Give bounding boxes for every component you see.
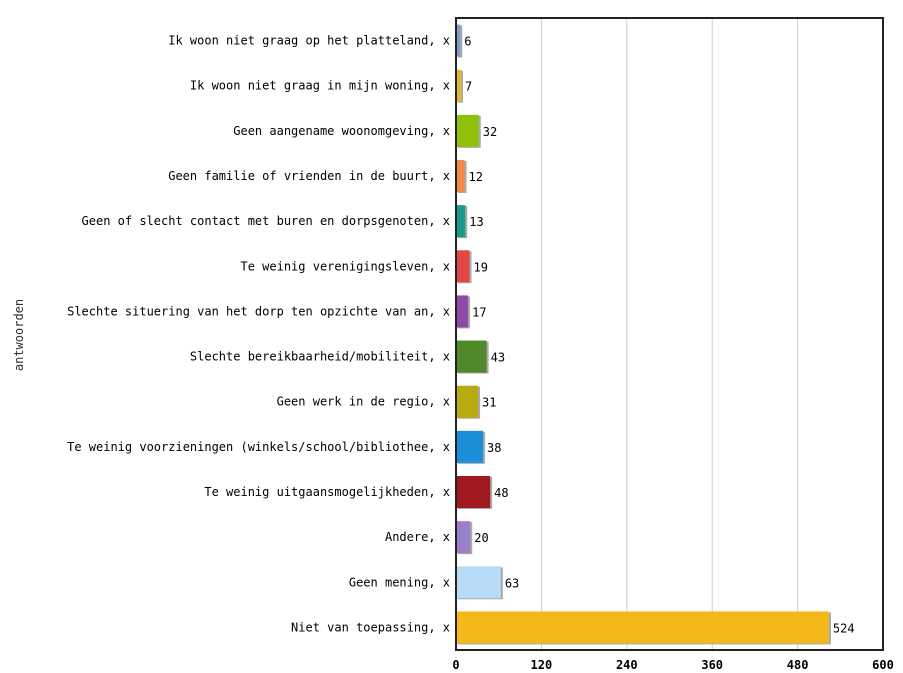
category-label: Geen werk in de regio, x — [277, 395, 450, 409]
bar — [456, 24, 461, 57]
plot-area-frame — [455, 17, 884, 651]
data-label: 32 — [483, 125, 497, 139]
data-label: 6 — [464, 35, 471, 49]
x-tick-label: 0 — [452, 658, 459, 672]
bar — [456, 205, 466, 238]
category-label: Geen aangename woonomgeving, x — [233, 124, 450, 138]
category-label: Te weinig verenigingsleven, x — [240, 259, 450, 273]
bar — [456, 295, 469, 328]
bar — [456, 69, 461, 102]
category-label: Geen familie of vrienden in de buurt, x — [168, 169, 450, 183]
data-label: 17 — [472, 305, 486, 319]
category-label: Niet van toepassing, x — [291, 620, 450, 634]
data-label: 19 — [474, 260, 488, 274]
x-tick-label: 360 — [701, 658, 723, 672]
x-tick-label: 600 — [872, 658, 894, 672]
data-label: 48 — [494, 486, 508, 500]
value-labels: 6 7 32 12 13 19 17 43 31 38 48 20 63 524 — [464, 35, 854, 636]
category-label: Ik woon niet graag op het platteland, x — [168, 34, 450, 48]
data-label: 31 — [482, 396, 496, 410]
data-label: 524 — [833, 621, 855, 635]
x-tick-label: 120 — [531, 658, 553, 672]
bar — [456, 566, 501, 599]
data-label: 7 — [465, 80, 472, 94]
data-label: 43 — [491, 351, 505, 365]
category-label: Te weinig voorzieningen (winkels/school/… — [67, 440, 450, 454]
category-label: Slechte situering van het dorp ten opzic… — [67, 304, 450, 318]
category-label: Andere, x — [385, 530, 450, 544]
category-label: Te weinig uitgaansmogelijkheden, x — [204, 485, 450, 499]
category-label: Slechte bereikbaarheid/mobiliteit, x — [190, 350, 450, 364]
y-axis-title: antwoorden — [12, 299, 26, 371]
bar — [456, 430, 484, 463]
category-label: Geen of slecht contact met buren en dorp… — [82, 214, 450, 228]
data-label: 20 — [474, 531, 488, 545]
data-label: 13 — [469, 215, 483, 229]
bar — [456, 340, 487, 373]
bar — [456, 250, 470, 283]
x-tick-label: 240 — [616, 658, 638, 672]
bars — [456, 24, 831, 645]
bar — [456, 476, 491, 508]
bar — [456, 160, 465, 192]
data-label: 38 — [487, 441, 501, 455]
category-label: Ik woon niet graag in mijn woning, x — [190, 79, 450, 93]
gridlines — [540, 18, 799, 650]
bar — [456, 385, 479, 418]
x-tick-label: 480 — [787, 658, 809, 672]
bar — [456, 114, 479, 147]
data-label: 63 — [505, 576, 519, 590]
x-axis-ticks: 0 120 240 360 480 600 — [452, 658, 893, 672]
bar — [456, 521, 471, 554]
category-label: Geen mening, x — [349, 575, 450, 589]
category-labels: Ik woon niet graag op het platteland, x I… — [67, 34, 450, 635]
data-label: 12 — [469, 170, 483, 184]
bar — [456, 611, 829, 644]
